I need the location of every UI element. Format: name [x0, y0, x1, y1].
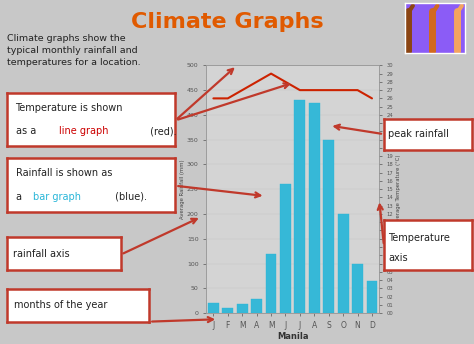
Text: (red).: (red). [147, 126, 176, 136]
Text: peak rainfall: peak rainfall [388, 129, 449, 139]
Text: Climate Graphs: Climate Graphs [131, 12, 324, 32]
Bar [366, 281, 377, 313]
Text: line graph: line graph [59, 126, 109, 136]
Text: bar graph: bar graph [33, 192, 81, 202]
Bar [222, 308, 233, 313]
Bar [309, 103, 320, 313]
Bar [265, 254, 276, 313]
Bar [251, 299, 262, 313]
Bar [338, 214, 348, 313]
Bar [237, 304, 247, 313]
Text: Temperature is shown: Temperature is shown [16, 103, 123, 113]
Text: Climate graphs show the
typical monthly rainfall and
temperatures for a location: Climate graphs show the typical monthly … [7, 34, 141, 67]
Bar [352, 264, 363, 313]
Text: Temperature: Temperature [388, 233, 450, 243]
Bar [280, 184, 291, 313]
Y-axis label: Average Temperature (°C): Average Temperature (°C) [396, 154, 401, 224]
Text: a: a [16, 192, 25, 202]
Bar [294, 100, 305, 313]
Text: as a: as a [16, 126, 39, 136]
Text: rainfall axis: rainfall axis [13, 249, 69, 259]
Y-axis label: Average Rainfall (mm): Average Rainfall (mm) [180, 159, 185, 219]
Text: Rainfall is shown as: Rainfall is shown as [16, 168, 112, 178]
Bar [208, 303, 219, 313]
Text: axis: axis [388, 252, 408, 262]
X-axis label: Manila: Manila [277, 332, 309, 342]
Bar [323, 140, 334, 313]
Text: months of the year: months of the year [14, 300, 108, 310]
Text: (blue).: (blue). [112, 192, 147, 202]
